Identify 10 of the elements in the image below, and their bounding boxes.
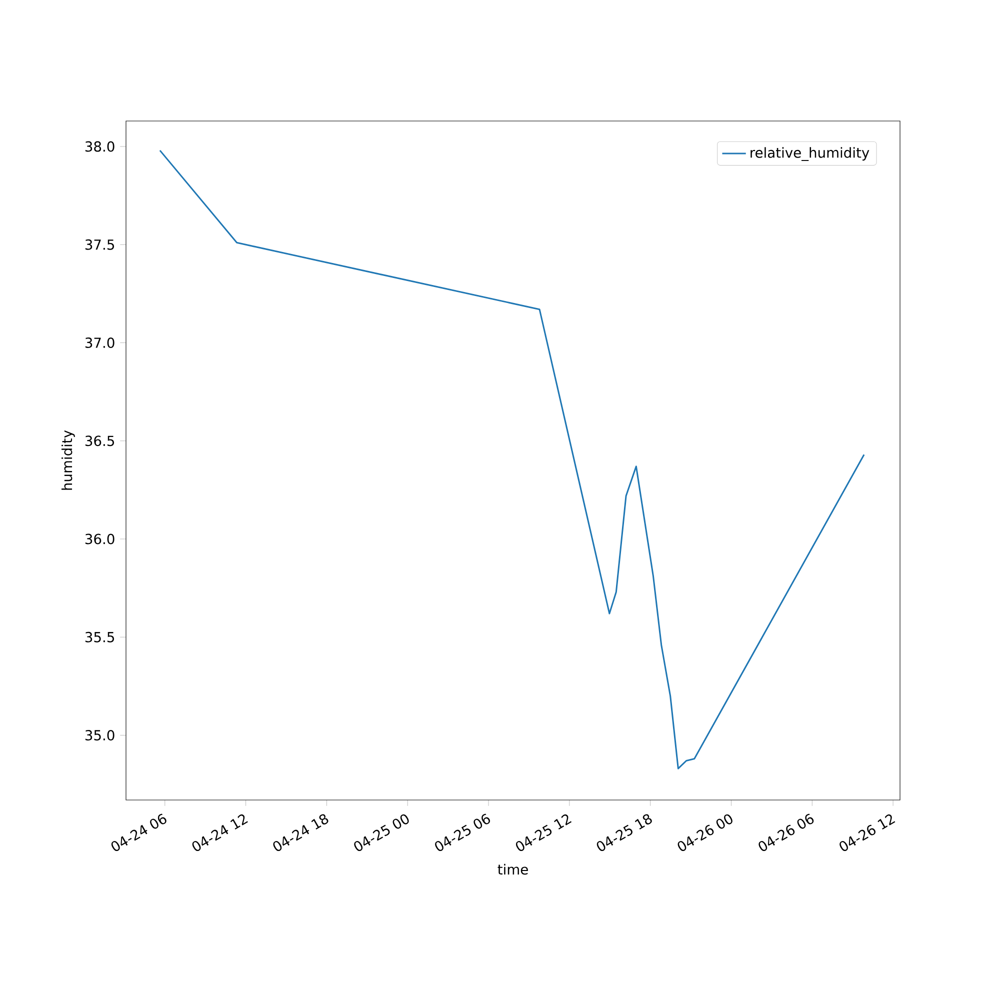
y-tick-label: 38.0 [85,141,114,152]
x-axis-title: time [498,864,528,875]
y-axis-title: humidity [61,430,75,490]
y-tick-label: 36.5 [85,436,114,446]
y-tick-label: 37.0 [85,337,114,348]
y-tick-label: 35.5 [85,632,114,642]
y-tick-label: 35.0 [85,730,114,740]
y-tick-label: 36.0 [85,534,114,544]
legend-label: relative_humidity [750,147,870,161]
y-tick-label: 37.5 [85,239,114,250]
